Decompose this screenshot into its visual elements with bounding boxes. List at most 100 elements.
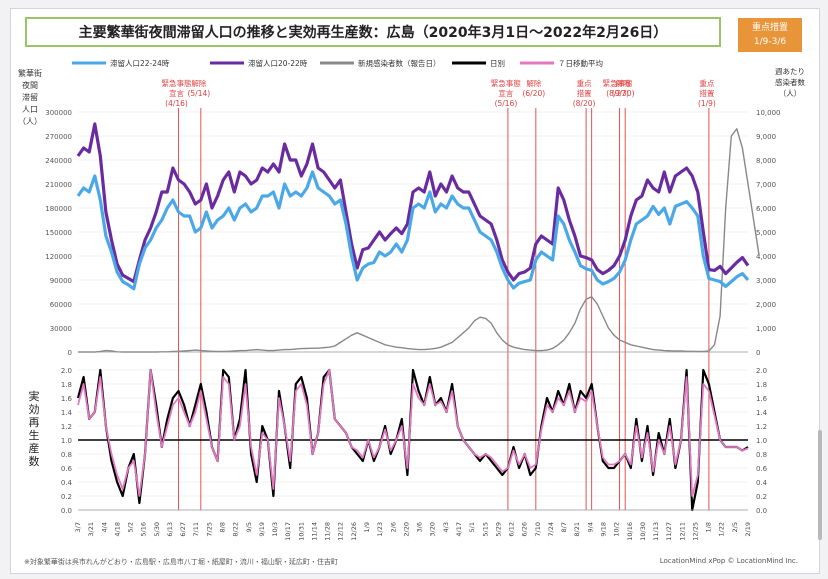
x-tick-label: 4/18 xyxy=(113,522,121,537)
x-tick-label: 10/2 xyxy=(613,522,621,537)
x-tick-label: 2/20 xyxy=(402,522,410,537)
x-tick-label: 11/28 xyxy=(324,522,332,541)
x-tick-label: 6/12 xyxy=(508,522,516,537)
left-axis-label: 滞留 xyxy=(22,92,38,102)
x-tick-label: 5/15 xyxy=(481,522,489,537)
right-ytick-label: 10,000 xyxy=(756,109,781,117)
x-tick-label: 6/26 xyxy=(521,522,529,537)
right-ytick-label: 0 xyxy=(756,349,760,357)
event-label: (4/16) xyxy=(165,99,188,108)
rt-right-tick-label: 0.2 xyxy=(756,493,767,501)
event-label: (5/14) xyxy=(187,89,210,98)
x-tick-label: 10/17 xyxy=(284,522,292,541)
stay-20-22-line xyxy=(76,122,750,284)
legend-label: 滞留人口22-24時 xyxy=(110,58,170,68)
new-cases-line xyxy=(78,128,760,353)
event-label: 宣言 xyxy=(169,88,184,98)
x-tick-label: 12/11 xyxy=(678,522,686,541)
x-tick-label: 1/22 xyxy=(718,522,726,537)
event-label: 解除 xyxy=(526,78,541,88)
x-tick-label: 5/2 xyxy=(127,522,135,532)
left-axis-label: 人口 xyxy=(22,105,38,114)
x-tick-label: 8/22 xyxy=(232,522,240,537)
event-label: 重点 xyxy=(699,79,714,88)
rt-right-tick-label: 1.6 xyxy=(756,395,768,403)
left-ytick-label: 120000 xyxy=(45,253,72,261)
copyright: LocationMind xPop © LocationMind Inc. xyxy=(659,557,798,565)
rt-ma7-line xyxy=(77,369,749,497)
x-tick-label: 4/3 xyxy=(442,522,450,532)
x-tick-label: 9/19 xyxy=(258,522,266,537)
rt-left-tick-label: 1.0 xyxy=(61,437,72,445)
x-tick-label: 1/8 xyxy=(705,522,713,532)
left-ytick-label: 60000 xyxy=(50,301,72,309)
event-label: 宣言 xyxy=(498,88,513,98)
x-tick-label: 12/25 xyxy=(691,522,699,541)
x-tick-label: 4/4 xyxy=(100,522,108,532)
rt-right-tick-label: 1.8 xyxy=(756,381,767,389)
badge-line1: 重点措置 xyxy=(751,23,788,33)
rt-left-tick-label: 0.6 xyxy=(61,465,73,473)
rt-right-tick-label: 0.4 xyxy=(756,479,768,487)
right-axis-label: 週あたり xyxy=(775,67,805,76)
event-label: (8/27) xyxy=(606,89,629,98)
x-tick-label: 7/11 xyxy=(192,522,200,537)
rt-axis-label: 産 xyxy=(29,442,40,455)
left-ytick-label: 180000 xyxy=(45,205,72,213)
rt-left-tick-label: 1.8 xyxy=(61,381,72,389)
x-tick-label: 9/4 xyxy=(586,522,594,532)
chart-card xyxy=(10,8,820,574)
x-tick-label: 7/25 xyxy=(205,522,213,537)
rt-axis-label: 生 xyxy=(29,428,40,442)
event-label: (9/30) xyxy=(612,89,635,98)
x-tick-label: 1/23 xyxy=(376,522,384,537)
event-label: (6/20) xyxy=(522,89,545,98)
rt-axis-label: 再 xyxy=(29,416,40,429)
rt-right-tick-label: 1.2 xyxy=(756,423,767,431)
rt-axis-label: 効 xyxy=(29,402,40,416)
badge-line2: 1/9-3/6 xyxy=(753,37,787,47)
x-tick-label: 2/5 xyxy=(731,522,739,532)
x-tick-label: 8/21 xyxy=(573,522,581,537)
x-tick-label: 10/31 xyxy=(297,522,305,541)
right-ytick-label: 9,000 xyxy=(756,133,776,141)
x-tick-label: 1/9 xyxy=(363,522,371,532)
event-label: 緊急事態 xyxy=(491,78,521,88)
rt-left-tick-label: 0.0 xyxy=(61,507,72,515)
rt-right-tick-label: 2.0 xyxy=(756,367,767,375)
x-tick-label: 8/7 xyxy=(560,522,568,532)
rt-axis-label: 数 xyxy=(29,455,40,468)
left-ytick-label: 90000 xyxy=(50,277,72,285)
x-tick-label: 2/19 xyxy=(744,522,752,537)
left-ytick-label: 150000 xyxy=(45,229,72,237)
rt-left-tick-label: 1.4 xyxy=(61,409,73,417)
x-tick-label: 3/7 xyxy=(74,522,82,532)
x-tick-label: 10/30 xyxy=(639,522,647,541)
left-axis-label: 夜間 xyxy=(22,80,38,90)
x-tick-label: 2/6 xyxy=(389,522,397,532)
left-ytick-label: 300000 xyxy=(45,109,72,117)
x-tick-label: 5/16 xyxy=(140,522,148,537)
left-axis-label: （人） xyxy=(18,117,42,126)
x-tick-label: 9/18 xyxy=(599,522,607,537)
x-tick-label: 12/26 xyxy=(350,522,358,541)
event-label: 措置 xyxy=(699,88,714,98)
right-ytick-label: 3,000 xyxy=(756,277,776,285)
rt-left-tick-label: 1.6 xyxy=(61,395,73,403)
rt-right-tick-label: 1.4 xyxy=(756,409,768,417)
rt-left-tick-label: 2.0 xyxy=(61,367,72,375)
x-tick-label: 10/3 xyxy=(271,522,279,537)
event-label: 緊急事態 xyxy=(603,78,633,88)
x-tick-label: 10/16 xyxy=(626,522,634,541)
left-ytick-label: 0 xyxy=(68,349,72,357)
scrollbar[interactable] xyxy=(818,430,822,540)
event-label: (5/16) xyxy=(495,99,518,108)
right-ytick-label: 7,000 xyxy=(756,181,776,189)
x-tick-label: 5/29 xyxy=(494,522,502,537)
event-label: 解除 xyxy=(191,78,206,88)
chart-title: 主要繁華街夜間滞留人口の推移と実効再生産数：広島（2020年3月1日～2022年… xyxy=(25,17,721,47)
event-label: 緊急事態 xyxy=(162,78,192,88)
legend-label: 滞留人口20-22時 xyxy=(248,58,308,68)
rt-axis-label: 実 xyxy=(29,389,40,403)
